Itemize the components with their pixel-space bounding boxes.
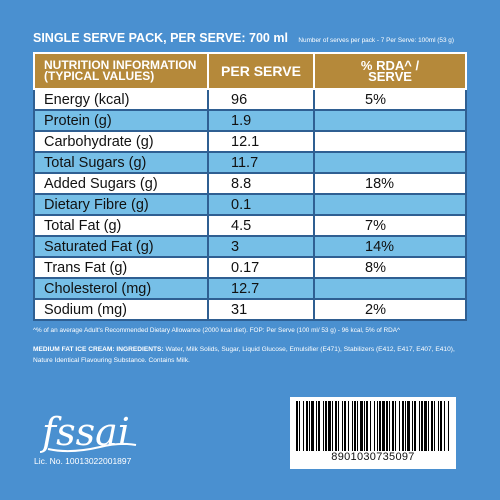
rda-value xyxy=(313,151,467,174)
rda-value: 7% xyxy=(313,214,467,237)
barcode-bars xyxy=(296,401,449,451)
nutrient-name: Protein (g) xyxy=(33,109,209,132)
table-row: Carbohydrate (g) 12.1 xyxy=(33,130,467,153)
per-serve-value: 12.1 xyxy=(207,130,315,153)
nutrient-name: Dietary Fibre (g) xyxy=(33,193,209,216)
table-row: Saturated Fat (g) 3 14% xyxy=(33,235,467,258)
table-header-row: NUTRITION INFORMATION (TYPICAL VALUES) P… xyxy=(33,52,467,90)
nutrient-name: Energy (kcal) xyxy=(33,88,209,111)
nutrient-name: Saturated Fat (g) xyxy=(33,235,209,258)
rda-value: 2% xyxy=(313,298,467,321)
rda-value: 14% xyxy=(313,235,467,258)
pack-title: SINGLE SERVE PACK, PER SERVE: 700 ml xyxy=(33,31,288,45)
per-serve-value: 12.7 xyxy=(207,277,315,300)
table-row: Trans Fat (g) 0.17 8% xyxy=(33,256,467,279)
ingredients-label: MEDIUM FAT ICE CREAM: INGREDIENTS: xyxy=(33,346,164,353)
rda-value xyxy=(313,193,467,216)
header-col2-line2: SERVE xyxy=(368,69,412,84)
per-serve-value: 3 xyxy=(207,235,315,258)
ingredients-text: Water, Milk Solids, Sugar, Liquid Glucos… xyxy=(33,346,455,364)
rda-value xyxy=(313,109,467,132)
per-serve-value: 96 xyxy=(207,88,315,111)
header-nutrition-information: NUTRITION INFORMATION (TYPICAL VALUES) xyxy=(33,52,209,90)
per-serve-value: 31 xyxy=(207,298,315,321)
license-number: Lic. No. 10013022001897 xyxy=(34,456,132,466)
rda-value: 5% xyxy=(313,88,467,111)
fssai-logo: fssai xyxy=(39,407,140,460)
table-row: Sodium (mg) 31 2% xyxy=(33,298,467,321)
barcode-number: 8901030735097 xyxy=(331,451,415,463)
per-serve-value: 11.7 xyxy=(207,151,315,174)
per-serve-value: 0.1 xyxy=(207,193,315,216)
header-rda: % RDA^ / SERVE xyxy=(313,52,467,90)
rda-value: 18% xyxy=(313,172,467,195)
pack-header: SINGLE SERVE PACK, PER SERVE: 700 ml Num… xyxy=(33,29,473,47)
nutrient-name: Added Sugars (g) xyxy=(33,172,209,195)
rda-footnote: ^% of an average Adult's Recommended Die… xyxy=(33,327,401,334)
fssai-logo-text: fssai xyxy=(40,410,130,454)
nutrient-name: Cholesterol (mg) xyxy=(33,277,209,300)
header-col2-line1: % RDA^ / xyxy=(360,58,420,73)
table-row: Added Sugars (g) 8.8 18% xyxy=(33,172,467,195)
nutrient-name: Total Sugars (g) xyxy=(33,151,209,174)
header-col0-line2: (TYPICAL VALUES) xyxy=(44,69,155,83)
table-row: Energy (kcal) 96 5% xyxy=(33,88,467,111)
fssai-logo-graphic: fssai xyxy=(39,410,137,454)
ingredients-block: MEDIUM FAT ICE CREAM: INGREDIENTS: Water… xyxy=(33,344,473,366)
table-row: Dietary Fibre (g) 0.1 xyxy=(33,193,467,216)
nutrient-name: Carbohydrate (g) xyxy=(33,130,209,153)
nutrient-name: Total Fat (g) xyxy=(33,214,209,237)
header-col0-line1: NUTRITION INFORMATION xyxy=(44,58,197,72)
table-row: Cholesterol (mg) 12.7 xyxy=(33,277,467,300)
table-row: Total Fat (g) 4.5 7% xyxy=(33,214,467,237)
barcode: 8901030735097 xyxy=(290,397,456,469)
header-per-serve: PER SERVE xyxy=(207,52,315,90)
table-row: Protein (g) 1.9 xyxy=(33,109,467,132)
rda-value xyxy=(313,130,467,153)
rda-value xyxy=(313,277,467,300)
per-serve-value: 8.8 xyxy=(207,172,315,195)
per-serve-value: 1.9 xyxy=(207,109,315,132)
table-row: Total Sugars (g) 11.7 xyxy=(33,151,467,174)
nutrient-name: Trans Fat (g) xyxy=(33,256,209,279)
nutrition-table: NUTRITION INFORMATION (TYPICAL VALUES) P… xyxy=(33,52,467,321)
rda-value: 8% xyxy=(313,256,467,279)
pack-subtitle: Number of serves per pack - 7 Per Serve:… xyxy=(298,37,454,44)
nutrient-name: Sodium (mg) xyxy=(33,298,209,321)
per-serve-value: 0.17 xyxy=(207,256,315,279)
per-serve-value: 4.5 xyxy=(207,214,315,237)
